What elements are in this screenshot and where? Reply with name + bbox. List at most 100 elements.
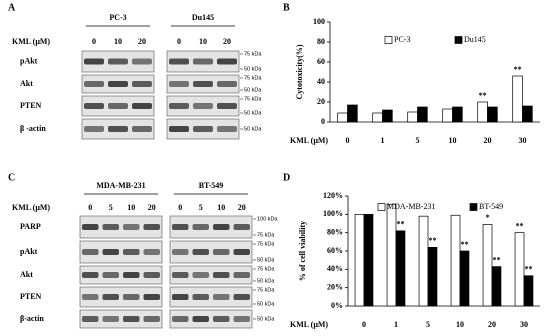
y-tick-label: 100 (313, 17, 325, 26)
y-tick-label: 20% (327, 282, 343, 291)
band (84, 81, 104, 87)
bar (354, 213, 365, 307)
bar (382, 109, 393, 123)
dose-label: KML (μM) (12, 203, 50, 212)
band (172, 224, 189, 230)
band (213, 249, 230, 255)
x-tick-label: 5 (416, 136, 420, 145)
y-axis-label: % of cell viability (298, 221, 307, 281)
dose: 0 (178, 203, 182, 212)
band (84, 126, 104, 132)
bar (482, 224, 493, 307)
x-tick-label: 5 (426, 320, 430, 329)
band (82, 249, 99, 255)
bar (418, 215, 429, 307)
kda-marker: 50 kDa (257, 301, 275, 307)
legend-label: BT-549 (479, 202, 503, 211)
significance: ** (396, 220, 404, 229)
band (217, 58, 237, 65)
blot-panel (79, 265, 163, 285)
band (233, 272, 250, 278)
blot-panel (79, 309, 163, 329)
y-tick-label: 80 (317, 37, 325, 46)
bar (450, 214, 461, 307)
y-tick-label: 80% (327, 227, 343, 236)
legend-label: MDA-MB-231 (387, 202, 435, 211)
band (108, 103, 128, 109)
cell-line-name: Du145 (192, 13, 214, 22)
band (108, 126, 128, 132)
bar (395, 230, 406, 307)
band (143, 272, 160, 278)
band (143, 316, 160, 322)
band (169, 126, 189, 132)
band (192, 249, 209, 255)
band (169, 103, 189, 109)
significance: ** (516, 221, 524, 230)
band (172, 316, 189, 322)
band (84, 58, 104, 65)
band (233, 294, 250, 300)
kda-marker: 50 kDa (257, 278, 275, 284)
dose: 20 (148, 203, 156, 212)
bar (363, 213, 374, 307)
band (102, 316, 119, 322)
blot-panel (79, 286, 163, 308)
band (132, 103, 152, 109)
band (213, 316, 230, 322)
dose: 0 (88, 203, 92, 212)
x-tick-label: 10 (456, 320, 464, 329)
y-tick-label: 40 (317, 77, 325, 86)
bar (337, 112, 348, 123)
dose: 5 (109, 203, 113, 212)
panel-label: D (283, 172, 290, 183)
band (193, 81, 213, 87)
band (123, 249, 140, 255)
kda-marker: 75 kDa (257, 232, 275, 238)
y-tick-label: 60 (317, 57, 325, 66)
band (82, 316, 99, 322)
band (169, 81, 189, 87)
band (82, 272, 99, 278)
kda-marker: 50 kDa (257, 257, 275, 263)
band (143, 249, 160, 255)
cell-line-name: PC-3 (109, 13, 126, 22)
kda-marker: 75 kDa (244, 51, 262, 57)
band (143, 294, 160, 300)
band (84, 103, 104, 109)
dose: 5 (199, 203, 203, 212)
significance: ** (514, 65, 522, 74)
y-tick-label: 40% (327, 264, 343, 273)
y-tick-label: 60% (327, 246, 343, 255)
legend-swatch (454, 36, 463, 44)
band (123, 224, 140, 230)
dose: 0 (177, 37, 181, 46)
bar (459, 250, 470, 307)
legend-label: PC-3 (394, 35, 410, 44)
band (217, 103, 237, 109)
band (172, 249, 189, 255)
band (102, 272, 119, 278)
band (193, 126, 213, 132)
protein-name: pAkt (20, 247, 38, 256)
kda-marker: 75 kDa (257, 287, 275, 293)
protein-name: Akt (20, 79, 33, 88)
bar (452, 106, 463, 123)
dose: 10 (127, 203, 135, 212)
bar (417, 106, 428, 123)
kda-marker: 50 kDa (244, 87, 262, 93)
dose: 10 (114, 37, 122, 46)
band (217, 126, 237, 132)
band (213, 272, 230, 278)
kda-marker: 50 kDa (244, 110, 262, 116)
protein-name: β-actin (20, 314, 44, 323)
bar (491, 266, 502, 307)
dose: 10 (199, 37, 207, 46)
dose-label: KML (μM) (12, 37, 50, 46)
band (192, 224, 209, 230)
blot-panel (169, 265, 253, 285)
protein-name: PTEN (20, 101, 42, 110)
bar (372, 112, 383, 123)
band (233, 224, 250, 230)
bar (522, 105, 533, 123)
